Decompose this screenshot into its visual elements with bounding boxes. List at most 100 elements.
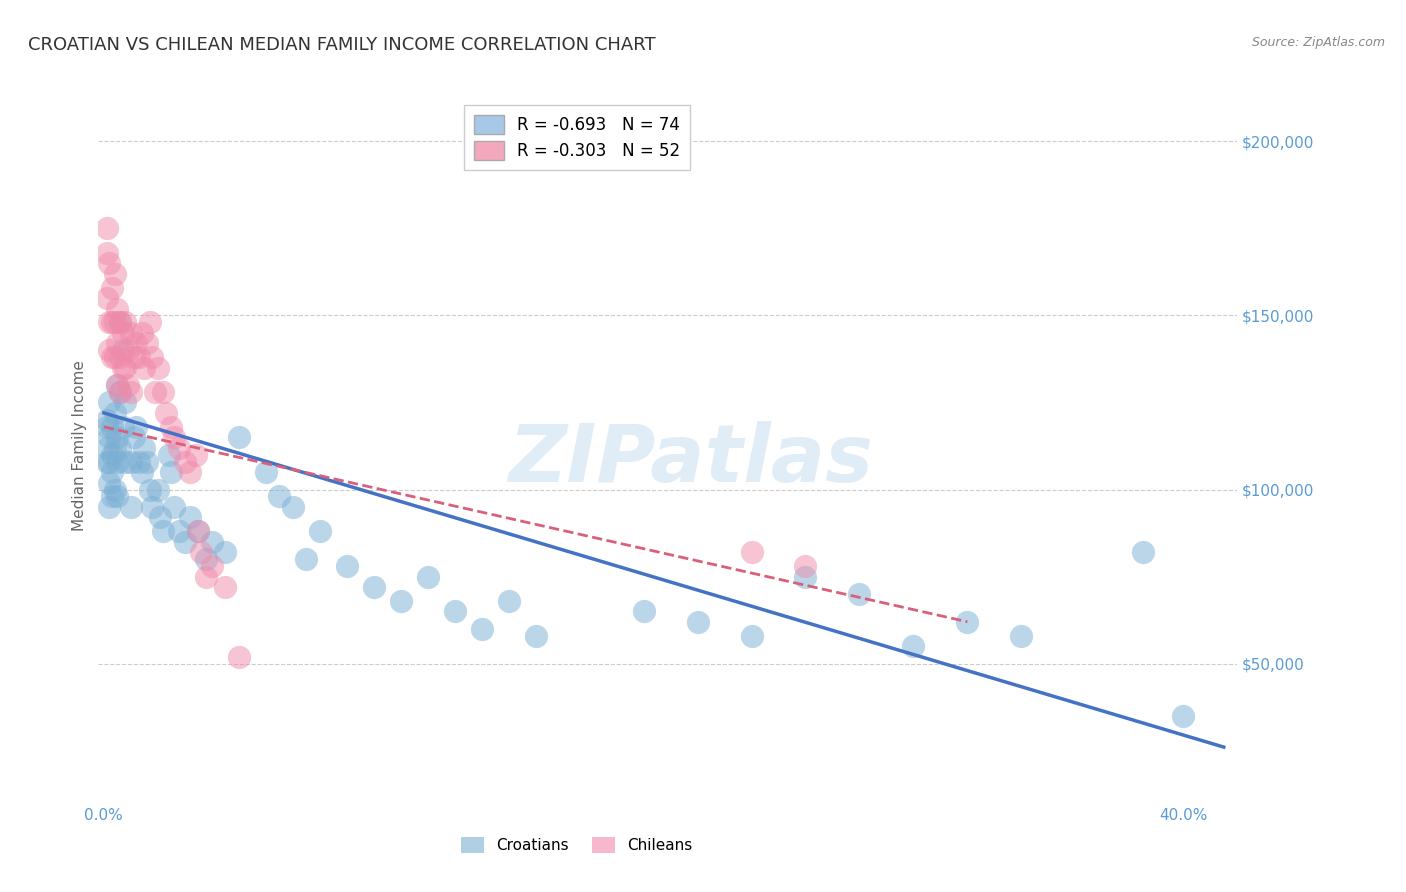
Point: [956, 615, 979, 629]
Point: [108, 315, 131, 329]
Point: [111, 360, 134, 375]
Point: [98, 395, 121, 409]
Point: [104, 483, 127, 497]
Text: CROATIAN VS CHILEAN MEDIAN FAMILY INCOME CORRELATION CHART: CROATIAN VS CHILEAN MEDIAN FAMILY INCOME…: [28, 36, 655, 54]
Point: [120, 385, 142, 400]
Point: [134, 360, 156, 375]
Point: [160, 420, 183, 434]
Point: [96, 291, 118, 305]
Point: [146, 483, 169, 497]
Point: [117, 343, 139, 358]
Point: [114, 360, 136, 375]
Point: [98, 256, 121, 270]
Point: [201, 534, 224, 549]
Point: [903, 639, 925, 653]
Point: [105, 378, 128, 392]
Point: [152, 385, 174, 400]
Point: [179, 465, 201, 479]
Point: [98, 430, 121, 444]
Point: [128, 455, 150, 469]
Point: [117, 378, 139, 392]
Point: [136, 336, 159, 351]
Point: [134, 441, 156, 455]
Point: [195, 569, 218, 583]
Point: [105, 455, 128, 469]
Point: [184, 448, 207, 462]
Point: [96, 245, 118, 260]
Point: [269, 490, 291, 504]
Point: [524, 629, 547, 643]
Point: [96, 441, 118, 455]
Point: [146, 360, 169, 375]
Point: [114, 315, 136, 329]
Point: [163, 500, 186, 514]
Point: [105, 378, 128, 392]
Point: [114, 455, 136, 469]
Point: [141, 350, 163, 364]
Point: [187, 524, 209, 539]
Point: [141, 500, 163, 514]
Point: [111, 343, 134, 358]
Point: [471, 622, 494, 636]
Point: [195, 552, 218, 566]
Point: [105, 336, 128, 351]
Point: [214, 545, 236, 559]
Point: [443, 604, 465, 618]
Point: [169, 441, 191, 455]
Point: [741, 629, 763, 643]
Point: [131, 465, 153, 479]
Point: [101, 420, 124, 434]
Point: [228, 649, 250, 664]
Legend: Croatians, Chileans: Croatians, Chileans: [456, 831, 699, 859]
Point: [122, 430, 145, 444]
Point: [128, 350, 150, 364]
Point: [686, 615, 709, 629]
Point: [96, 413, 118, 427]
Point: [136, 455, 159, 469]
Point: [114, 395, 136, 409]
Point: [104, 315, 127, 329]
Point: [98, 315, 121, 329]
Point: [1173, 708, 1195, 723]
Point: [308, 524, 330, 539]
Point: [101, 280, 124, 294]
Point: [389, 594, 412, 608]
Point: [363, 580, 385, 594]
Point: [794, 559, 817, 574]
Point: [131, 326, 153, 340]
Point: [228, 430, 250, 444]
Text: Source: ZipAtlas.com: Source: ZipAtlas.com: [1251, 36, 1385, 49]
Point: [157, 448, 180, 462]
Point: [105, 490, 128, 504]
Point: [101, 465, 124, 479]
Point: [101, 490, 124, 504]
Point: [138, 483, 160, 497]
Point: [143, 385, 166, 400]
Point: [105, 430, 128, 444]
Point: [173, 455, 195, 469]
Point: [201, 559, 224, 574]
Point: [125, 336, 148, 351]
Point: [741, 545, 763, 559]
Point: [155, 406, 177, 420]
Point: [179, 510, 201, 524]
Point: [1132, 545, 1154, 559]
Point: [96, 221, 118, 235]
Point: [101, 350, 124, 364]
Point: [98, 343, 121, 358]
Point: [122, 350, 145, 364]
Point: [108, 385, 131, 400]
Point: [254, 465, 277, 479]
Point: [169, 524, 191, 539]
Point: [214, 580, 236, 594]
Point: [336, 559, 359, 574]
Y-axis label: Median Family Income: Median Family Income: [72, 360, 87, 532]
Point: [108, 385, 131, 400]
Text: ZIPatlas: ZIPatlas: [508, 421, 873, 500]
Point: [111, 420, 134, 434]
Point: [1010, 629, 1032, 643]
Point: [101, 315, 124, 329]
Point: [163, 430, 186, 444]
Point: [111, 326, 134, 340]
Point: [108, 441, 131, 455]
